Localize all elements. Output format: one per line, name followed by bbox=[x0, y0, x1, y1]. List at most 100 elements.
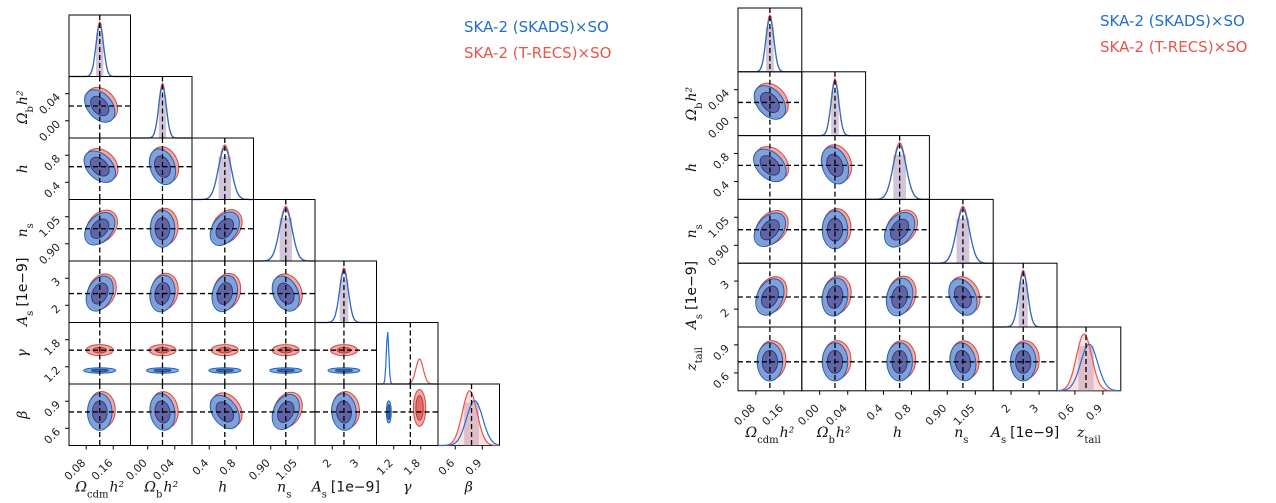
y-tick-label: 2 bbox=[49, 302, 63, 316]
panel-frame bbox=[437, 383, 500, 446]
corner-plot-2: 0.08 0.16 0.00 0.04 0.4 0.8 0.90 1.05 2 3 0.6 0.90.… bbox=[684, 7, 1122, 446]
panel-5-2 bbox=[865, 326, 930, 392]
panel-5-5 bbox=[376, 322, 439, 385]
legend-entry-skads-right: SKA-2 (SKADS)×SO bbox=[1100, 12, 1245, 30]
panel-2-1 bbox=[130, 137, 193, 200]
ellipse-overlap-inner bbox=[759, 91, 780, 114]
panel-4-0 bbox=[68, 260, 131, 323]
panel-3-2 bbox=[191, 199, 254, 262]
legend-label-trecs-left: SKA-2 (T-RECS)×SO bbox=[464, 44, 612, 62]
x-tick-label: 0.4 bbox=[190, 456, 212, 478]
panel-3-1 bbox=[130, 199, 193, 262]
legend-label-skads-right: SKA-2 (SKADS)×SO bbox=[1100, 12, 1245, 30]
x-tick-label: 0.6 bbox=[1055, 402, 1077, 424]
y-tick-label: 0.4 bbox=[42, 179, 64, 201]
y-axis-label: Ωbh² bbox=[684, 86, 705, 121]
x-axis-label: Ωbh² bbox=[816, 425, 851, 446]
panel-4-4 bbox=[314, 260, 377, 324]
panel-frame bbox=[1056, 326, 1122, 392]
panel-6-5 bbox=[376, 383, 439, 446]
panel-4-4 bbox=[992, 262, 1058, 328]
panel-4-1 bbox=[801, 262, 867, 328]
x-tick-label: 3 bbox=[1027, 402, 1041, 416]
x-tick-label: 0.90 bbox=[246, 456, 273, 483]
x-tick-label: 0.9 bbox=[1083, 402, 1105, 424]
y-tick-label: 3 bbox=[718, 278, 732, 292]
marginal-blue bbox=[376, 331, 438, 385]
x-tick-label: 1.8 bbox=[401, 456, 423, 478]
y-axis-label: ns bbox=[15, 223, 36, 237]
x-tick-label: 2 bbox=[320, 456, 334, 470]
panel-6-1 bbox=[130, 383, 193, 446]
panel-5-3 bbox=[928, 326, 994, 392]
panel-6-2 bbox=[191, 383, 254, 446]
y-tick-label: 0.04 bbox=[37, 91, 64, 118]
y-tick-label: 0.9 bbox=[711, 342, 733, 364]
y-axis-label: Ωbh² bbox=[15, 90, 36, 125]
panel-3-0 bbox=[737, 198, 803, 264]
y-axis-label: β bbox=[15, 411, 31, 420]
panel-5-4 bbox=[992, 326, 1058, 392]
x-axis-label: ztail bbox=[1076, 425, 1101, 446]
panel-3-2 bbox=[865, 198, 930, 264]
legend-entry-trecs-right: SKA-2 (T-RECS)×SO bbox=[1100, 38, 1247, 56]
y-tick-label: 1.2 bbox=[42, 364, 64, 386]
y-tick-label: 1.05 bbox=[37, 214, 64, 241]
panel-3-3 bbox=[928, 198, 994, 264]
y-tick-label: 0.4 bbox=[711, 178, 733, 200]
x-axis-label: ns bbox=[954, 425, 968, 446]
y-axis-label: h bbox=[684, 163, 700, 172]
panel-4-3 bbox=[928, 262, 994, 328]
panel-6-3 bbox=[253, 383, 316, 446]
y-tick-label: 0.8 bbox=[711, 150, 733, 172]
x-tick-label: 0.4 bbox=[864, 402, 886, 424]
panel-3-3 bbox=[253, 199, 316, 262]
x-tick-label: 3 bbox=[347, 456, 361, 470]
panel-4-1 bbox=[130, 260, 193, 323]
y-axis-label: h bbox=[15, 164, 31, 173]
x-axis-label: Ωcdmh² bbox=[74, 480, 124, 501]
y-tick-label: 0.00 bbox=[37, 118, 64, 145]
x-axis-label: γ bbox=[403, 480, 412, 496]
x-tick-label: 0.9 bbox=[463, 456, 485, 478]
corner-plot-1: 0.08 0.16 0.00 0.04 0.4 0.8 0.90 1.05 2 3 1.2 1.8 0.… bbox=[15, 14, 500, 501]
panel-3-1 bbox=[801, 198, 867, 264]
panel-2-0 bbox=[68, 137, 131, 200]
ellipse-overlap-inner bbox=[90, 218, 110, 239]
panel-5-3 bbox=[253, 322, 316, 385]
x-axis-label: Ωcdmh² bbox=[745, 425, 795, 446]
y-axis-label: As[1e−9] bbox=[15, 258, 36, 328]
panel-1-1 bbox=[801, 71, 867, 137]
panel-1-0 bbox=[737, 71, 803, 137]
panel-2-2 bbox=[865, 135, 930, 200]
panel-2-2 bbox=[191, 137, 254, 201]
marginal-blue bbox=[1056, 343, 1121, 392]
panel-3-0 bbox=[68, 199, 131, 262]
x-tick-label: 2 bbox=[999, 402, 1013, 416]
marginal-band bbox=[279, 217, 292, 261]
y-tick-label: 0.6 bbox=[711, 370, 733, 392]
panel-5-4 bbox=[314, 322, 377, 385]
x-axis-label: Ωbh² bbox=[143, 480, 178, 501]
y-tick-label: 0.8 bbox=[42, 152, 64, 174]
panel-5-1 bbox=[801, 326, 867, 392]
panel-2-0 bbox=[737, 135, 803, 200]
y-tick-label: 0.9 bbox=[42, 398, 64, 420]
y-axis-label: ztail bbox=[684, 347, 705, 372]
y-tick-label: 0.6 bbox=[42, 425, 64, 447]
panel-6-0 bbox=[68, 383, 131, 446]
y-axis-label: γ bbox=[15, 348, 31, 357]
x-tick-label: 0.8 bbox=[892, 402, 914, 424]
x-axis-label: h bbox=[218, 480, 227, 496]
panel-frame bbox=[376, 383, 439, 446]
legend-label-trecs-right: SKA-2 (T-RECS)×SO bbox=[1100, 38, 1248, 56]
marginal-band bbox=[96, 33, 104, 77]
panel-4-2 bbox=[191, 260, 254, 323]
x-tick-label: 0.90 bbox=[923, 402, 950, 429]
panel-0-0 bbox=[68, 14, 131, 78]
panel-5-5 bbox=[1056, 326, 1122, 392]
y-axis-label: As[1e−9] bbox=[684, 261, 705, 331]
panel-0-0 bbox=[737, 7, 803, 73]
x-tick-label: 0.6 bbox=[436, 456, 458, 478]
